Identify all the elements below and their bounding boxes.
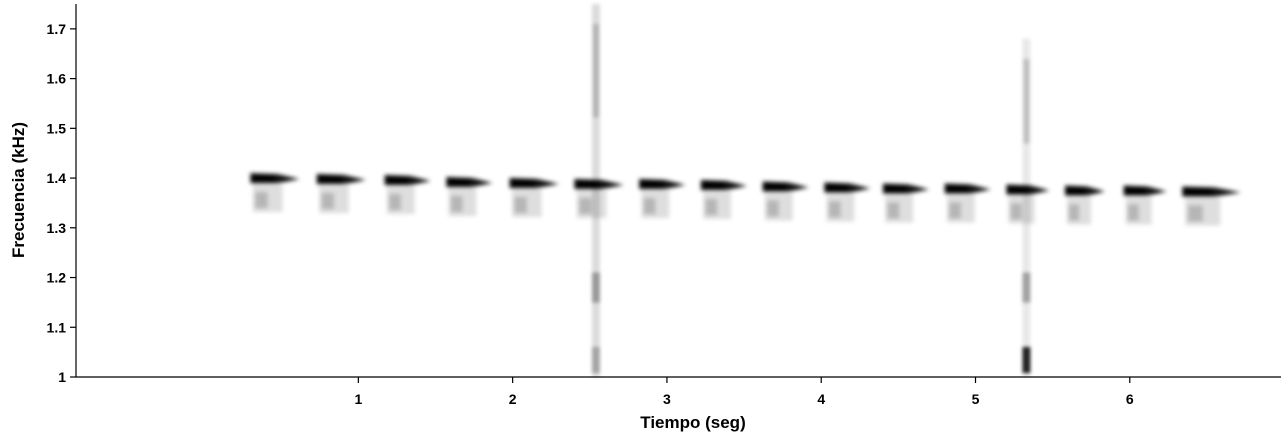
- x-tick-label: 1: [354, 391, 362, 407]
- note-mark: [1006, 184, 1050, 224]
- note-mark: [1123, 185, 1167, 225]
- note-mark: [509, 178, 559, 218]
- x-tick-label: 4: [817, 391, 825, 407]
- y-tick-label: 1.3: [47, 220, 67, 236]
- x-tick-label: 2: [509, 391, 517, 407]
- note-mark: [250, 173, 300, 213]
- note-mark: [574, 179, 624, 219]
- y-tick-label: 1.6: [47, 71, 67, 87]
- x-axis-title: Tiempo (seg): [640, 413, 745, 432]
- note-mark: [700, 180, 748, 220]
- y-tick-label: 1.7: [47, 21, 67, 37]
- x-tick-label: 5: [972, 391, 980, 407]
- y-tick-label: 1.4: [47, 170, 67, 186]
- y-tick-label: 1.2: [47, 270, 67, 286]
- x-tick-label: 6: [1126, 391, 1134, 407]
- note-mark: [384, 175, 431, 215]
- note-mark: [882, 183, 930, 223]
- note-mark: [316, 174, 367, 214]
- y-axis-title: Frecuencia (kHz): [9, 122, 28, 258]
- note-mark: [446, 177, 493, 217]
- y-tick-label: 1.1: [47, 319, 67, 335]
- note-mark: [762, 181, 809, 221]
- note-mark: [1064, 185, 1106, 225]
- y-tick-label: 1: [58, 369, 66, 385]
- plot-area: [250, 4, 1241, 378]
- note-mark: [944, 183, 991, 223]
- y-tick-label: 1.5: [47, 120, 67, 136]
- axes: 1 1.1 1.2 1.3 1.4 1.5 1.6 1.7 1 2 3 4 5 6: [47, 21, 1134, 407]
- note-mark: [639, 179, 686, 219]
- x-tick-label: 3: [663, 391, 671, 407]
- note-mark: [1182, 186, 1241, 226]
- note-mark: [824, 182, 871, 222]
